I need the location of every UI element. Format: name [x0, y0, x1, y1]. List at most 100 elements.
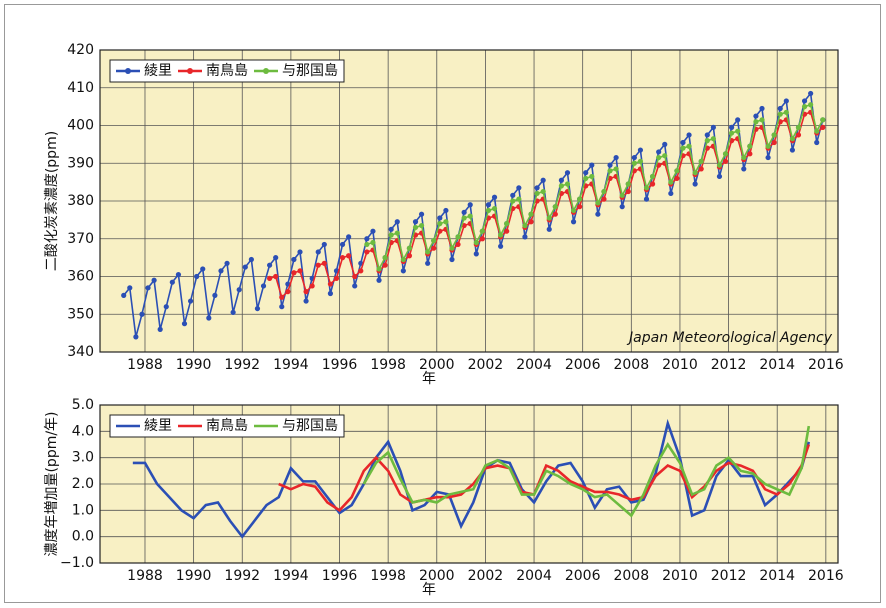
data-point	[485, 207, 492, 214]
data-point	[625, 181, 631, 187]
data-point	[601, 196, 607, 202]
x-tick-label: 1994	[273, 357, 309, 373]
data-point	[753, 119, 759, 125]
data-point	[765, 154, 771, 161]
data-point	[139, 311, 145, 317]
data-point	[376, 266, 382, 272]
data-point	[528, 219, 534, 225]
data-point	[273, 255, 279, 261]
data-point	[364, 236, 370, 242]
data-point	[230, 309, 236, 315]
series-line	[269, 111, 824, 299]
data-point	[327, 281, 333, 287]
data-point	[814, 128, 820, 134]
data-point	[759, 117, 765, 123]
data-point	[747, 151, 753, 157]
data-point	[473, 239, 479, 246]
data-point	[437, 221, 443, 227]
data-point	[643, 196, 650, 202]
data-point	[406, 253, 413, 259]
data-point	[710, 136, 716, 142]
data-point	[473, 251, 479, 257]
data-point	[625, 188, 631, 195]
x-tick-label: 2008	[613, 568, 649, 584]
y-tick-label: 360	[67, 269, 94, 285]
data-point	[637, 147, 644, 153]
data-point	[795, 124, 802, 130]
data-point	[540, 188, 546, 195]
data-point	[218, 268, 224, 274]
data-point	[285, 289, 291, 295]
data-point	[418, 211, 425, 217]
legend-label: 与那国島	[282, 63, 338, 79]
x-axis-label: 年	[422, 371, 436, 387]
data-point	[242, 264, 248, 270]
y-tick-label: 340	[67, 344, 94, 360]
data-point	[619, 192, 625, 198]
data-point	[236, 287, 242, 293]
y-tick-label: 410	[67, 80, 94, 96]
data-point	[546, 215, 552, 221]
data-point	[388, 232, 394, 238]
y-tick-label: 2.0	[72, 476, 94, 492]
data-point	[145, 285, 151, 291]
x-tick-label: 1988	[127, 568, 163, 584]
data-point	[759, 105, 765, 112]
data-point	[370, 239, 376, 246]
data-point	[333, 275, 340, 281]
data-point	[577, 204, 583, 210]
data-point	[765, 143, 771, 149]
data-point	[631, 154, 637, 161]
data-point	[455, 234, 461, 240]
data-point	[449, 256, 455, 263]
data-point	[194, 273, 200, 280]
data-point	[425, 249, 431, 255]
data-point	[801, 98, 808, 104]
data-point	[698, 166, 704, 172]
data-point	[613, 166, 619, 172]
x-tick-label: 2002	[468, 357, 504, 373]
data-point	[279, 294, 285, 300]
data-point	[820, 117, 826, 123]
data-point	[741, 154, 747, 161]
data-point	[291, 270, 297, 276]
data-point	[443, 219, 449, 225]
data-point	[510, 192, 516, 198]
data-point	[619, 204, 625, 210]
annotation: Japan Meteorological Agency	[626, 330, 833, 346]
data-point	[522, 234, 528, 240]
data-point	[346, 234, 352, 240]
data-point	[467, 213, 473, 219]
data-point	[516, 185, 522, 191]
x-tick-label: 1992	[224, 568, 260, 584]
data-point	[376, 277, 382, 283]
y-tick-label: 370	[67, 231, 94, 247]
data-point	[309, 283, 315, 289]
data-point	[722, 158, 729, 164]
x-tick-label: 1994	[273, 568, 309, 584]
data-point	[771, 139, 777, 146]
series-line	[132, 418, 811, 539]
y-tick-label: 390	[67, 155, 94, 171]
data-point	[540, 177, 546, 183]
data-point	[297, 268, 303, 274]
y-tick-label: 5.0	[72, 397, 94, 413]
data-point	[595, 200, 601, 206]
x-tick-label: 2002	[468, 568, 504, 584]
data-point	[400, 268, 406, 274]
data-point	[686, 143, 692, 149]
data-point	[498, 232, 504, 238]
data-point	[735, 117, 741, 123]
data-point	[607, 162, 613, 168]
x-tick-label: 1990	[176, 357, 212, 373]
data-point	[613, 154, 619, 161]
data-point	[418, 222, 425, 229]
data-point	[297, 249, 303, 255]
data-point	[431, 245, 437, 251]
x-tick-label: 2000	[419, 357, 455, 373]
data-point	[181, 321, 188, 327]
y-tick-label: 350	[67, 306, 94, 322]
data-point	[461, 215, 467, 221]
data-point	[692, 181, 698, 187]
